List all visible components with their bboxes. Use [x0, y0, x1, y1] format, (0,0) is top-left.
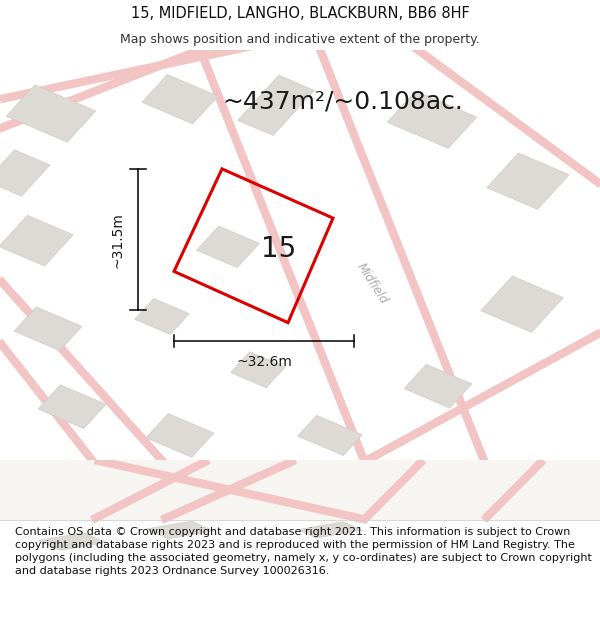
- Polygon shape: [0, 150, 50, 196]
- Text: Contains OS data © Crown copyright and database right 2021. This information is : Contains OS data © Crown copyright and d…: [15, 527, 592, 576]
- Text: ~437m²/~0.108ac.: ~437m²/~0.108ac.: [222, 89, 463, 113]
- Text: 15: 15: [260, 236, 296, 263]
- Text: Midfield: Midfield: [354, 261, 390, 307]
- Polygon shape: [481, 276, 563, 332]
- Text: 15, MIDFIELD, LANGHO, BLACKBURN, BB6 8HF: 15, MIDFIELD, LANGHO, BLACKBURN, BB6 8HF: [131, 6, 469, 21]
- Text: ~31.5m: ~31.5m: [111, 212, 125, 268]
- Polygon shape: [230, 352, 286, 388]
- Polygon shape: [298, 522, 362, 538]
- Polygon shape: [38, 532, 106, 550]
- Polygon shape: [197, 226, 259, 268]
- Polygon shape: [14, 307, 82, 351]
- Polygon shape: [387, 91, 477, 148]
- Polygon shape: [487, 153, 569, 209]
- Polygon shape: [134, 299, 190, 334]
- Polygon shape: [142, 74, 218, 124]
- Polygon shape: [298, 415, 362, 456]
- Text: Map shows position and indicative extent of the property.: Map shows position and indicative extent…: [120, 32, 480, 46]
- Bar: [0, 460, 600, 520]
- Polygon shape: [404, 364, 472, 408]
- Text: ~32.6m: ~32.6m: [236, 356, 292, 369]
- Polygon shape: [146, 414, 214, 458]
- Polygon shape: [0, 215, 73, 266]
- Polygon shape: [38, 385, 106, 429]
- Polygon shape: [238, 75, 314, 136]
- Polygon shape: [6, 85, 96, 142]
- Polygon shape: [146, 521, 214, 539]
